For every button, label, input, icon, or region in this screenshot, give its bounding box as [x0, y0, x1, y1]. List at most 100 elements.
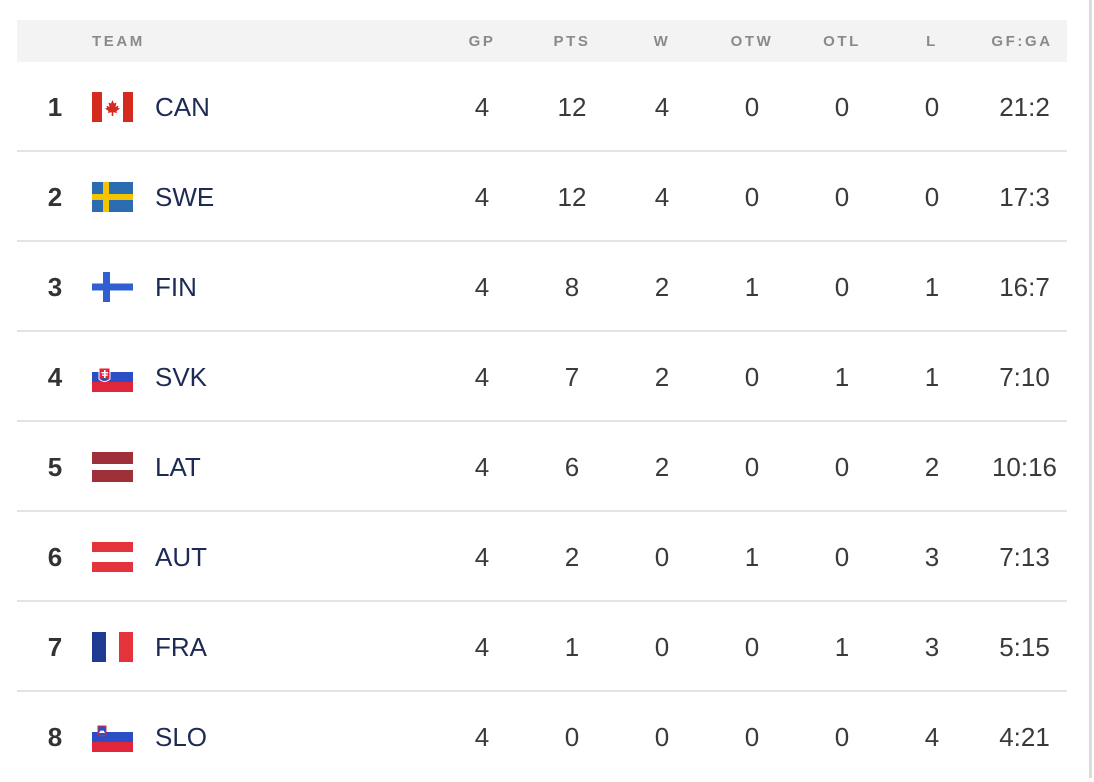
- l-cell: 3: [924, 542, 940, 572]
- pts-cell: 1: [564, 632, 580, 662]
- rank-cell: 1: [47, 92, 63, 122]
- header-gfga[interactable]: GF:GA: [991, 33, 1053, 50]
- gfga-cell: 10:16: [991, 452, 1058, 482]
- team-name-link[interactable]: LAT: [155, 452, 201, 482]
- pts-cell: 6: [564, 452, 580, 482]
- otw-cell: 0: [744, 452, 760, 482]
- flag-austria-icon: [92, 542, 133, 572]
- otl-cell: 0: [834, 92, 850, 122]
- l-cell: 0: [924, 182, 940, 212]
- table-row[interactable]: 5 LAT 4 6 2 0 0 2 10:16: [17, 422, 1067, 512]
- gp-cell: 4: [474, 632, 490, 662]
- rank-cell: 3: [47, 272, 63, 302]
- w-cell: 4: [654, 92, 670, 122]
- w-cell: 0: [654, 542, 670, 572]
- gp-cell: 4: [474, 452, 490, 482]
- otw-cell: 0: [744, 92, 760, 122]
- table-row[interactable]: 2 SWE 4 12 4 0 0 0 17:3: [17, 152, 1067, 242]
- header-pts[interactable]: PTS: [553, 33, 591, 50]
- gfga-cell: 7:10: [999, 362, 1050, 392]
- table-row[interactable]: 4 SVK 4 7 2 0 1 1 7:10: [17, 332, 1067, 422]
- table-row[interactable]: 6 AUT 4 2 0 1 0 3 7:13: [17, 512, 1067, 602]
- team-name-link[interactable]: AUT: [155, 542, 207, 572]
- table-row[interactable]: 1 CAN 4 12 4 0 0 0 21:2: [17, 62, 1067, 152]
- flag-finland-icon: [92, 272, 133, 302]
- standings-table: TEAM GP PTS W OTW OTL L GF:GA 1 CAN 4 12 4 0 0…: [17, 20, 1067, 782]
- team-name-link[interactable]: FRA: [155, 632, 207, 662]
- flag-slovenia-icon: [92, 722, 133, 752]
- pts-cell: 12: [557, 182, 587, 212]
- otl-cell: 0: [834, 182, 850, 212]
- otl-cell: 0: [834, 452, 850, 482]
- otw-cell: 1: [744, 272, 760, 302]
- otl-cell: 1: [834, 632, 850, 662]
- otl-cell: 0: [834, 722, 850, 752]
- l-cell: 0: [924, 92, 940, 122]
- header-gp[interactable]: GP: [468, 33, 496, 50]
- l-cell: 3: [924, 632, 940, 662]
- team-name-link[interactable]: SWE: [155, 182, 215, 212]
- otw-cell: 0: [744, 182, 760, 212]
- gfga-cell: 7:13: [999, 542, 1050, 572]
- gfga-cell: 17:3: [999, 182, 1050, 212]
- flag-sweden-icon: [92, 182, 133, 212]
- header-otw[interactable]: OTW: [730, 33, 774, 50]
- pts-cell: 0: [564, 722, 580, 752]
- otl-cell: 0: [834, 542, 850, 572]
- w-cell: 2: [654, 362, 670, 392]
- flag-canada-icon: [92, 92, 133, 122]
- w-cell: 2: [654, 272, 670, 302]
- w-cell: 0: [654, 632, 670, 662]
- rank-cell: 7: [47, 632, 63, 662]
- flag-latvia-icon: [92, 452, 133, 482]
- pts-cell: 7: [564, 362, 580, 392]
- gfga-cell: 4:21: [999, 722, 1050, 752]
- rank-cell: 5: [47, 452, 63, 482]
- table-row[interactable]: 7 FRA 4 1 0 0 1 3 5:15: [17, 602, 1067, 692]
- gp-cell: 4: [474, 362, 490, 392]
- gfga-cell: 21:2: [999, 92, 1050, 122]
- pts-cell: 12: [557, 92, 587, 122]
- team-name-link[interactable]: SVK: [155, 362, 208, 392]
- rank-cell: 4: [47, 362, 63, 392]
- table-row[interactable]: 8 SLO 4 0 0 0 0 4 4:21: [17, 692, 1067, 782]
- w-cell: 0: [654, 722, 670, 752]
- gfga-cell: 16:7: [999, 272, 1050, 302]
- l-cell: 4: [924, 722, 940, 752]
- rank-cell: 8: [47, 722, 63, 752]
- flag-slovakia-icon: [92, 362, 133, 392]
- table-body: 1 CAN 4 12 4 0 0 0 21:2 2 SWE 4 12 4 0 0 0 17:3 3 FIN 4 8 2 1 0 1…: [17, 62, 1067, 782]
- otl-cell: 0: [834, 272, 850, 302]
- header-l[interactable]: L: [926, 33, 938, 50]
- l-cell: 2: [924, 452, 940, 482]
- otw-cell: 0: [744, 632, 760, 662]
- pts-cell: 8: [564, 272, 580, 302]
- otw-cell: 0: [744, 362, 760, 392]
- header-team[interactable]: TEAM: [92, 33, 145, 50]
- l-cell: 1: [924, 272, 940, 302]
- gp-cell: 4: [474, 722, 490, 752]
- team-name-link[interactable]: SLO: [155, 722, 208, 752]
- scrollbar-edge: [1089, 0, 1092, 778]
- gp-cell: 4: [474, 272, 490, 302]
- pts-cell: 2: [564, 542, 580, 572]
- otw-cell: 1: [744, 542, 760, 572]
- team-name-link[interactable]: CAN: [155, 92, 210, 122]
- team-name-link[interactable]: FIN: [155, 272, 197, 302]
- otw-cell: 0: [744, 722, 760, 752]
- header-w[interactable]: W: [653, 33, 671, 50]
- gp-cell: 4: [474, 182, 490, 212]
- flag-france-icon: [92, 632, 133, 662]
- rank-cell: 2: [47, 182, 63, 212]
- table-header: TEAM GP PTS W OTW OTL L GF:GA: [17, 20, 1067, 62]
- rank-cell: 6: [47, 542, 63, 572]
- w-cell: 4: [654, 182, 670, 212]
- w-cell: 2: [654, 452, 670, 482]
- header-otl[interactable]: OTL: [823, 33, 861, 50]
- l-cell: 1: [924, 362, 940, 392]
- gp-cell: 4: [474, 542, 490, 572]
- gp-cell: 4: [474, 92, 490, 122]
- otl-cell: 1: [834, 362, 850, 392]
- table-row[interactable]: 3 FIN 4 8 2 1 0 1 16:7: [17, 242, 1067, 332]
- gfga-cell: 5:15: [999, 632, 1050, 662]
